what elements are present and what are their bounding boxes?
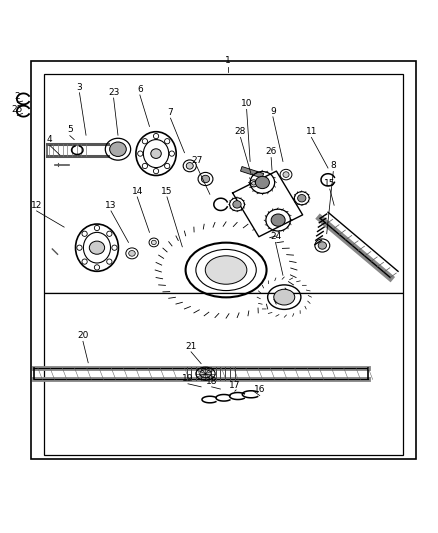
- Text: 12: 12: [31, 201, 42, 209]
- Ellipse shape: [273, 289, 294, 305]
- FancyBboxPatch shape: [44, 74, 403, 293]
- Ellipse shape: [232, 200, 240, 208]
- Text: 14: 14: [131, 187, 143, 196]
- FancyBboxPatch shape: [31, 61, 416, 459]
- Ellipse shape: [150, 149, 161, 158]
- Text: 18: 18: [205, 377, 217, 386]
- Text: 13: 13: [105, 201, 117, 209]
- Ellipse shape: [205, 256, 246, 284]
- Text: 21: 21: [185, 342, 196, 351]
- Text: 9: 9: [269, 107, 275, 116]
- Text: 10: 10: [240, 99, 252, 108]
- Text: 16: 16: [254, 385, 265, 394]
- Text: 25: 25: [12, 106, 23, 115]
- Ellipse shape: [89, 241, 104, 254]
- Text: 1: 1: [225, 56, 230, 66]
- Text: 4: 4: [47, 135, 53, 144]
- Text: 15: 15: [161, 187, 172, 196]
- Ellipse shape: [255, 176, 269, 189]
- Ellipse shape: [318, 242, 326, 249]
- Ellipse shape: [186, 163, 193, 169]
- Text: 2: 2: [14, 92, 20, 101]
- Bar: [240, 166, 263, 178]
- Text: 8: 8: [330, 161, 336, 171]
- Polygon shape: [232, 171, 302, 237]
- Text: 17: 17: [229, 381, 240, 390]
- Text: 15: 15: [323, 179, 335, 188]
- Text: 28: 28: [234, 127, 246, 136]
- Ellipse shape: [199, 370, 211, 378]
- Text: 6: 6: [137, 85, 142, 94]
- Text: 20: 20: [77, 331, 88, 340]
- Ellipse shape: [297, 195, 305, 202]
- Text: 24: 24: [269, 232, 280, 241]
- Text: 5: 5: [67, 125, 73, 134]
- Ellipse shape: [283, 172, 288, 177]
- Text: 3: 3: [76, 83, 82, 92]
- Ellipse shape: [251, 182, 255, 185]
- Text: 11: 11: [305, 127, 316, 136]
- Text: 7: 7: [167, 108, 173, 117]
- Text: 23: 23: [108, 88, 119, 97]
- Ellipse shape: [110, 142, 126, 157]
- Ellipse shape: [271, 214, 285, 226]
- Text: 27: 27: [191, 156, 202, 165]
- Text: 19: 19: [182, 374, 193, 383]
- Text: 26: 26: [265, 147, 276, 156]
- Ellipse shape: [201, 175, 209, 183]
- Ellipse shape: [151, 240, 156, 245]
- Ellipse shape: [128, 251, 135, 256]
- FancyBboxPatch shape: [44, 293, 403, 455]
